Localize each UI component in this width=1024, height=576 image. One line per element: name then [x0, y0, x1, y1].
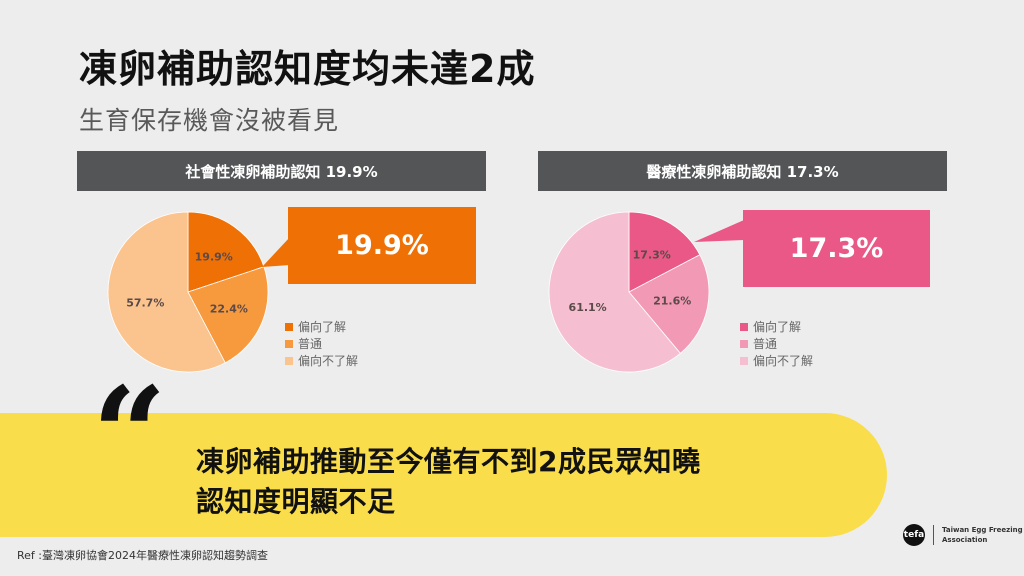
logo-mark-icon: tefa [903, 524, 925, 546]
pie-slice-label: 57.7% [126, 297, 164, 310]
legend-label: 偏向了解 [298, 320, 347, 334]
callout-pointer [694, 220, 744, 242]
pie-slice [187, 266, 269, 364]
social-legend: 偏向了解 普通 偏向不了解 [285, 318, 358, 369]
reference-note: Ref :臺灣凍卵協會2024年醫療性凍卵認知趨勢調查 [17, 549, 268, 562]
medical-panel-heading: 醫療性凍卵補助認知 17.3% [538, 151, 947, 191]
legend-swatch [285, 339, 293, 348]
legend-label: 偏向了解 [753, 320, 802, 334]
quote-band [0, 413, 887, 537]
legend-swatch [285, 322, 293, 331]
legend-label: 偏向不了解 [298, 354, 359, 368]
legend-label: 普通 [298, 337, 323, 351]
pie-slice [187, 211, 265, 293]
medical-callout: 17.3% [694, 210, 952, 290]
pie-slice-label: 61.1% [569, 301, 607, 314]
legend-item: 普通 [740, 335, 813, 352]
pie-slice-label: 17.3% [633, 248, 671, 261]
page-title: 凍卵補助認知度均未達2成 [79, 47, 536, 91]
social-pie-chart: 19.9% 22.4% 57.7% [107, 211, 269, 373]
logo-line-1: Taiwan Egg Freezing [942, 526, 1023, 534]
pie-slice [628, 211, 701, 293]
legend-swatch [740, 356, 748, 365]
logo-divider [933, 525, 934, 545]
pie-slice [628, 254, 710, 354]
pie-slice-label: 19.9% [195, 250, 233, 263]
legend-item: 偏向了解 [740, 318, 813, 335]
logo-line-2: Association [942, 536, 988, 544]
pie-slice [107, 211, 226, 373]
quote-line-1: 凍卵補助推動至今僅有不到2成民眾知曉 [196, 445, 701, 478]
legend-label: 偏向不了解 [753, 354, 814, 368]
quote-text: 凍卵補助推動至今僅有不到2成民眾知曉 認知度明顯不足 [196, 442, 701, 522]
legend-item: 偏向不了解 [285, 352, 358, 369]
quote-mark-icon: “ [92, 358, 167, 511]
social-panel-heading: 社會性凍卵補助認知 19.9% [77, 151, 486, 191]
pie-slice [548, 211, 681, 373]
medical-callout-value: 17.3% [743, 210, 930, 287]
tefa-logo: tefa Taiwan Egg Freezing Association [903, 524, 1023, 546]
social-callout-value: 19.9% [288, 207, 476, 284]
pie-slice-label: 22.4% [210, 302, 248, 315]
callout-pointer [262, 237, 290, 267]
legend-item: 偏向了解 [285, 318, 358, 335]
logo-text: Taiwan Egg Freezing Association [942, 525, 1023, 545]
legend-item: 偏向不了解 [740, 352, 813, 369]
social-callout: 19.9% [262, 207, 476, 287]
medical-legend: 偏向了解 普通 偏向不了解 [740, 318, 813, 369]
page-subtitle: 生育保存機會沒被看見 [79, 106, 340, 135]
medical-pie-chart: 17.3% 21.6% 61.1% [548, 211, 710, 373]
legend-swatch [740, 322, 748, 331]
legend-swatch [740, 339, 748, 348]
pie-slice-label: 21.6% [653, 295, 691, 308]
legend-swatch [285, 356, 293, 365]
legend-item: 普通 [285, 335, 358, 352]
quote-line-2: 認知度明顯不足 [196, 485, 396, 518]
legend-label: 普通 [753, 337, 778, 351]
